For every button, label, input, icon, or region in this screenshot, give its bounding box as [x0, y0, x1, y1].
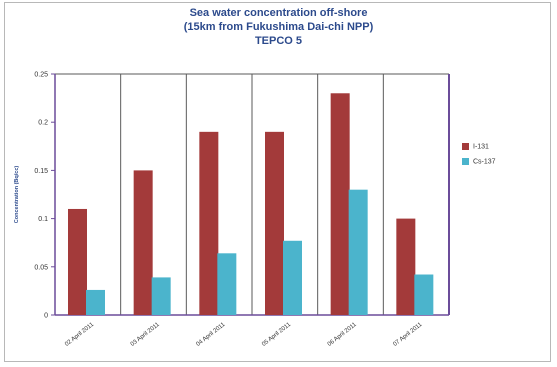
- bar-cs137-4: [348, 189, 368, 315]
- bar-cs137-0: [86, 289, 105, 315]
- legend-label-cs137: Cs-137: [473, 158, 496, 166]
- x-tick-label: 04 April 2011: [195, 321, 226, 347]
- legend-label-i131: I-131: [473, 143, 489, 151]
- bar-cs137-5: [414, 274, 434, 315]
- y-tick-label: 0.25: [34, 72, 48, 79]
- x-tick-label: 05 April 2011: [261, 321, 292, 347]
- y-tick-label: 0: [44, 313, 48, 320]
- bar-i131-0: [68, 208, 87, 315]
- y-tick-label: 0.2: [38, 120, 48, 127]
- legend-swatch-cs137: [462, 158, 469, 165]
- x-tick-label: 07 April 2011: [392, 321, 423, 347]
- x-tick-label: 06 April 2011: [327, 321, 358, 347]
- chart-title-line-1: Sea water concentration off-shore: [189, 7, 368, 19]
- bar-i131-3: [265, 131, 284, 315]
- y-axis-label: Concentration (Bq/cc): [14, 166, 20, 224]
- legend-item-cs137: Cs-137: [462, 158, 496, 165]
- bar-i131-5: [396, 218, 416, 315]
- bar-cs137-3: [283, 240, 302, 315]
- bar-i131-4: [330, 93, 350, 315]
- bar-i131-2: [199, 131, 219, 315]
- legend-swatch-i131: [462, 143, 469, 150]
- y-tick-label: 0.05: [34, 264, 48, 271]
- x-tick-label: 02 April 2011: [64, 321, 95, 347]
- bar-cs137-1: [151, 277, 171, 315]
- y-tick-label: 0.15: [34, 168, 48, 175]
- bar-i131-1: [133, 170, 153, 315]
- chart-title-line-2: (15km from Fukushima Dai-chi NPP): [183, 21, 374, 33]
- bar-cs137-2: [217, 253, 237, 315]
- chart-title-line-3: TEPCO 5: [254, 35, 303, 47]
- y-tick-label: 0.1: [38, 216, 48, 223]
- legend-item-i131: I-131: [462, 143, 489, 150]
- x-tick-label: 03 April 2011: [130, 321, 161, 347]
